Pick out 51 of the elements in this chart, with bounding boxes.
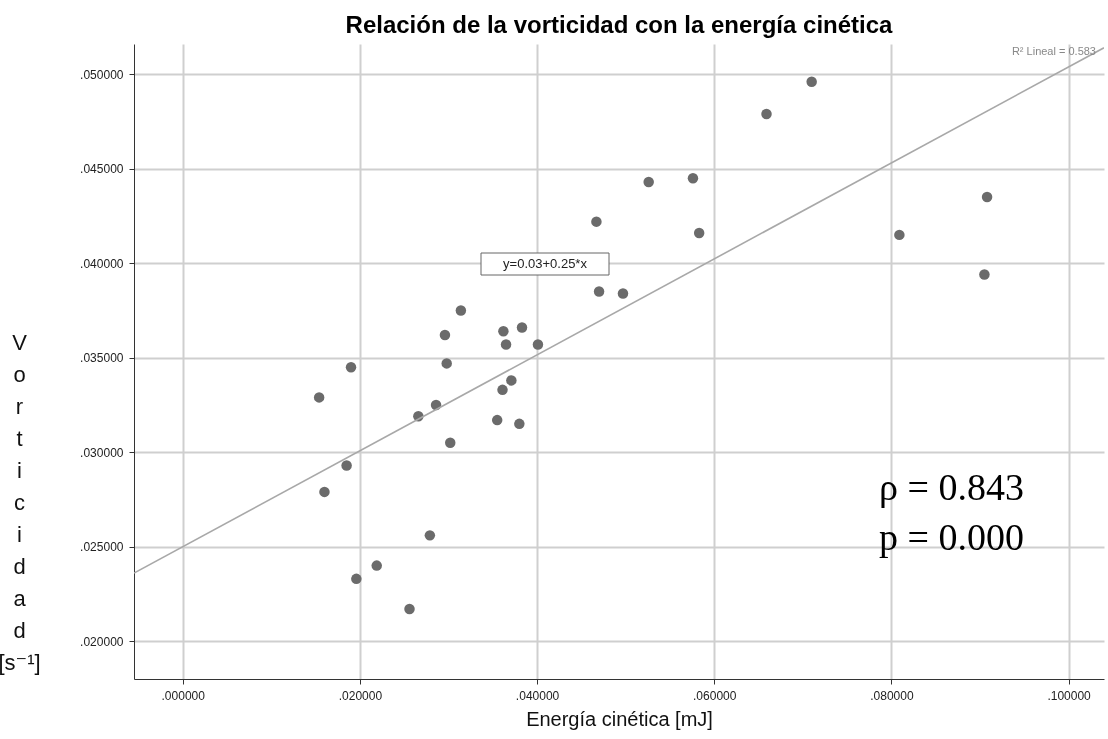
point [404,603,415,615]
point [319,486,330,498]
annotation: ρ = 0.843 [879,466,1024,508]
point [693,227,705,239]
annotation: R² Lineal = 0.583 [1011,45,1096,57]
chart-title: Relación de la vorticidad con la energía cinética [345,11,894,38]
point [617,288,629,299]
point [591,216,602,227]
y-tick-label: .045000 [80,162,124,177]
point [345,361,357,373]
point [445,437,456,448]
point [341,460,352,471]
point [439,329,451,341]
point [424,530,436,541]
point [506,375,517,386]
point [687,172,699,184]
point [981,191,993,203]
point [371,560,382,571]
point [497,384,508,396]
x-tick-label: .020000 [338,688,383,703]
y-tick-label: .040000 [80,256,124,271]
point [455,305,467,316]
point [806,76,817,88]
x-tick-label: .060000 [693,688,737,703]
point [593,286,605,297]
point [643,176,654,188]
x-tick-label: .100000 [1047,688,1092,703]
point [498,326,509,337]
y-tick-label: .020000 [80,634,124,649]
x-axis-title: Energía cinética [mJ] [526,707,713,730]
point [441,358,452,369]
point [761,108,772,120]
y-tick-label: .030000 [80,445,124,460]
y-tick-label: .035000 [80,351,124,366]
y-tick-label: .050000 [80,67,124,82]
text: Vorticidad [s⁻¹] [0,329,41,675]
point [979,269,990,280]
point [532,339,544,350]
point [313,392,325,403]
x-tick-label: .000000 [161,688,206,703]
x-tick-label: .080000 [870,688,914,703]
annotation: p = 0.000 [879,516,1024,558]
point [894,229,905,241]
y-tick-label: .025000 [80,540,124,555]
point [514,418,525,430]
point [500,339,512,350]
point [491,414,503,426]
point [516,322,528,333]
annotation: y=0.03+0.25*x [503,256,588,271]
x-tick-label: .040000 [515,688,560,703]
point [351,573,362,585]
